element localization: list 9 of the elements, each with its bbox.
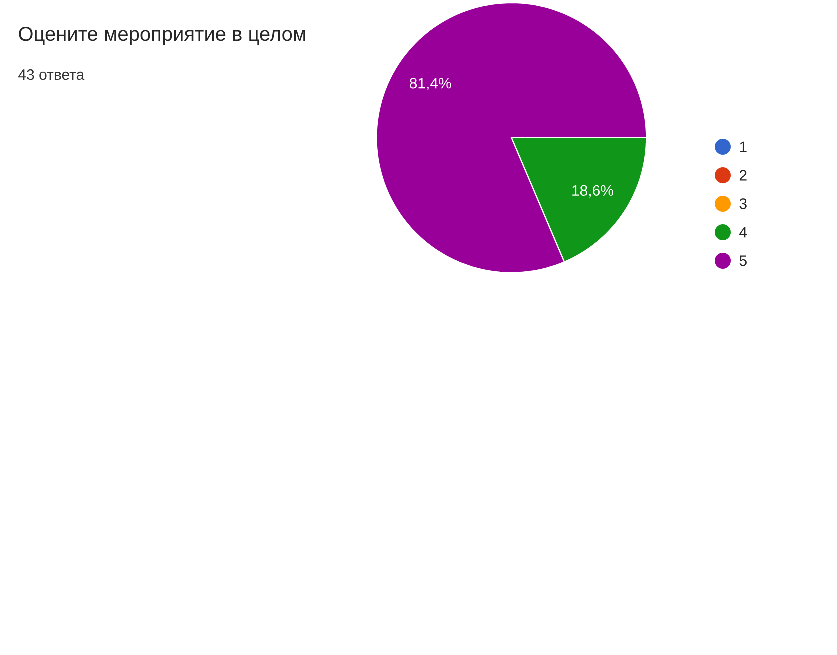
legend-label: 5 <box>740 256 747 266</box>
legend-label: 1 <box>740 142 747 152</box>
text: 43 ответа <box>18 70 85 80</box>
legend-label: 3 <box>740 198 747 210</box>
text: Оцените мероприятие в целом <box>19 27 306 46</box>
legend-label: 2 <box>740 170 747 181</box>
data-label: 18,6% <box>572 185 614 198</box>
data-label: 81,4% <box>410 78 452 91</box>
legend-label: 4 <box>740 227 748 238</box>
